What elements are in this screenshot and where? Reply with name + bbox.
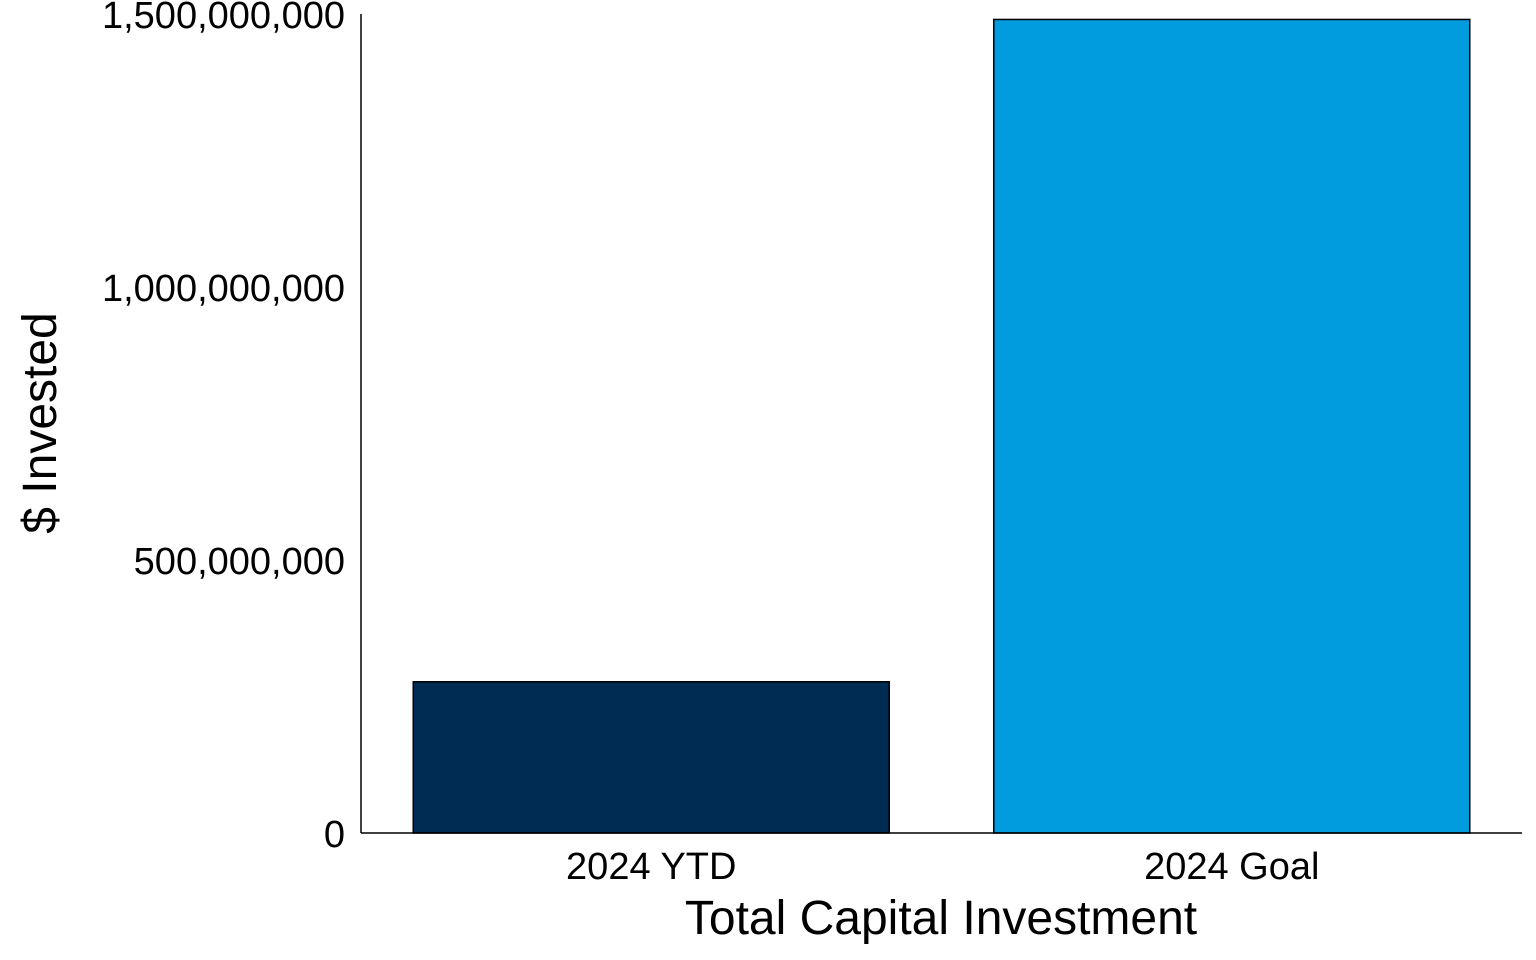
y-tick-label: 500,000,000 bbox=[134, 541, 345, 583]
y-tick-label: 1,500,000,000 bbox=[102, 0, 345, 37]
y-tick-labels: 0 500,000,000 1,000,000,000 1,500,000,000 bbox=[102, 0, 345, 856]
bar-2024-ytd bbox=[412, 681, 891, 834]
bars-group bbox=[412, 18, 1471, 834]
bar-2024-goal bbox=[992, 18, 1471, 834]
y-tick-label: 1,000,000,000 bbox=[102, 268, 345, 310]
y-axis-title: $ Invested bbox=[14, 312, 67, 533]
y-tick-label: 0 bbox=[324, 814, 345, 856]
x-tick-label: 2024 YTD bbox=[566, 846, 736, 888]
x-tick-labels: 2024 YTD 2024 Goal bbox=[566, 846, 1319, 888]
x-tick-label: 2024 Goal bbox=[1144, 846, 1319, 888]
x-axis-title: Total Capital Investment bbox=[685, 892, 1197, 945]
